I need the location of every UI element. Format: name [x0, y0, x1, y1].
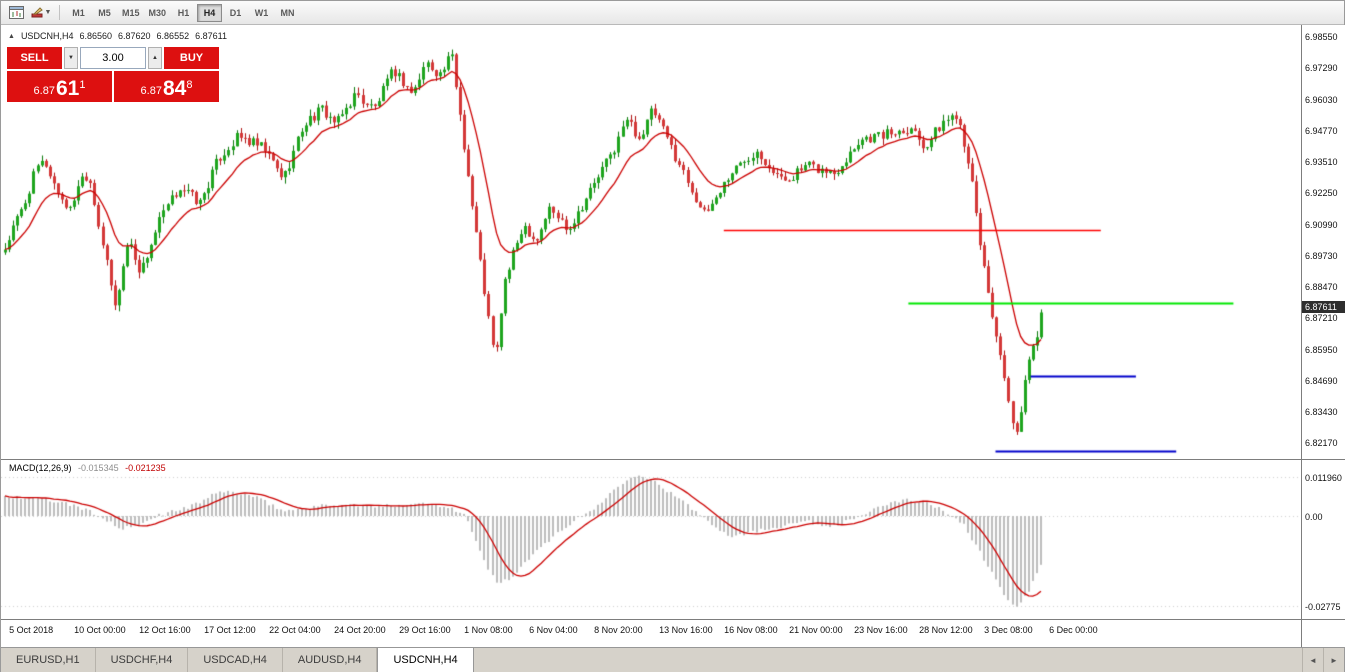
- time-axis-label: 6 Nov 04:00: [529, 625, 578, 635]
- buy-price-tile[interactable]: 6.87 84 8: [114, 71, 219, 102]
- price-axis-label: 6.98550: [1305, 32, 1338, 43]
- chart-window-icon-svg: [8, 6, 24, 19]
- price-axis-label: 6.87210: [1305, 313, 1338, 324]
- trade-panel-row-buttons: SELL ▼ 3.00 ▲ BUY: [7, 47, 219, 69]
- macd-header: MACD(12,26,9) -0.015345 -0.021235: [9, 463, 166, 473]
- tab-usdcad-h4[interactable]: USDCAD,H4: [188, 648, 283, 672]
- time-axis-label: 22 Oct 04:00: [269, 625, 321, 635]
- volume-increment-button[interactable]: ▲: [148, 47, 162, 69]
- chart-window-icon[interactable]: [4, 3, 28, 23]
- volume-input[interactable]: 3.00: [80, 47, 146, 69]
- chart-tab-bar: EURUSD,H1 USDCHF,H4 USDCAD,H4 AUDUSD,H4 USDC…: [1, 647, 1344, 672]
- macd-panel-divider[interactable]: [1, 459, 1345, 460]
- time-axis[interactable]: 5 Oct 2018 10 Oct 00:00 12 Oct 16:00 17 Oct…: [1, 619, 1301, 647]
- time-axis-label: 8 Nov 20:00: [594, 625, 643, 635]
- ohlc-high: 6.87620: [118, 31, 151, 41]
- time-axis-label: 6 Dec 00:00: [1049, 625, 1098, 635]
- time-axis-label: 10 Oct 00:00: [74, 625, 126, 635]
- tab-usdchf-h4[interactable]: USDCHF,H4: [96, 648, 189, 672]
- tab-eurusd-h1[interactable]: EURUSD,H1: [1, 648, 96, 672]
- sell-price-tile[interactable]: 6.87 61 1: [7, 71, 112, 102]
- time-axis-label: 29 Oct 16:00: [399, 625, 451, 635]
- sell-price-prefix: 6.87: [33, 85, 55, 97]
- time-axis-label: 12 Oct 16:00: [139, 625, 191, 635]
- macd-canvas[interactable]: [1, 459, 1301, 619]
- price-axis-label: 6.93510: [1305, 157, 1338, 168]
- tab-scroll-left-icon[interactable]: ◄: [1302, 648, 1323, 672]
- current-price-badge: 6.87611: [1302, 301, 1345, 314]
- price-axis-label: 6.82170: [1305, 438, 1338, 449]
- one-click-trading-panel: SELL ▼ 3.00 ▲ BUY 6.87 61 1 6.87 84 8: [7, 47, 219, 102]
- buy-button[interactable]: BUY: [164, 47, 219, 69]
- price-axis-label: 6.84690: [1305, 375, 1338, 386]
- buy-price-sup: 8: [186, 79, 193, 91]
- sell-price-sup: 1: [79, 79, 86, 91]
- price-axis-label: 6.90990: [1305, 219, 1338, 230]
- price-axis-label: 6.92250: [1305, 188, 1338, 199]
- price-axis[interactable]: 6.98550 6.97290 6.96030 6.94770 6.93510 6.922…: [1301, 25, 1345, 647]
- macd-axis-label: 0.00: [1305, 512, 1323, 523]
- time-axis-label: 24 Oct 20:00: [334, 625, 386, 635]
- symbol-label: USDCNH,H4: [20, 31, 74, 41]
- price-axis-label: 6.85950: [1305, 344, 1338, 355]
- toolbar-separator: [59, 5, 60, 20]
- time-axis-label: 13 Nov 16:00: [659, 625, 713, 635]
- time-axis-label: 21 Nov 00:00: [789, 625, 843, 635]
- macd-axis-label: -0.02775: [1305, 602, 1341, 613]
- price-axis-label: 6.96030: [1305, 94, 1338, 105]
- macd-axis-label: 0.011960: [1305, 473, 1342, 484]
- timeframe-h1[interactable]: H1: [177, 7, 190, 18]
- chart-tabs: EURUSD,H1 USDCHF,H4 USDCAD,H4 AUDUSD,H4 USDC…: [1, 648, 474, 672]
- tab-scroll-right-icon[interactable]: ►: [1323, 648, 1344, 672]
- tab-scroll-buttons: ◄ ►: [1302, 648, 1344, 672]
- top-toolbar: ▼ M1 M5 M15 M30 H1 H4 D1 W1 MN: [1, 1, 1344, 25]
- ohlc-low: 6.86552: [156, 31, 190, 41]
- price-axis-label: 6.97290: [1305, 63, 1338, 74]
- price-axis-label: 6.83430: [1305, 407, 1338, 418]
- timeframe-w1[interactable]: W1: [254, 7, 269, 18]
- one-click-toggle-icon[interactable]: ▲: [8, 32, 15, 40]
- timeframe-m5[interactable]: M5: [98, 7, 111, 18]
- time-axis-label: 23 Nov 16:00: [854, 625, 908, 635]
- volume-decrement-button[interactable]: ▼: [64, 47, 78, 69]
- price-axis-label: 6.94770: [1305, 125, 1338, 136]
- time-axis-label: 17 Oct 12:00: [204, 625, 256, 635]
- time-axis-label: 16 Nov 08:00: [724, 625, 778, 635]
- tab-usdcnh-h4[interactable]: USDCNH,H4: [377, 648, 474, 672]
- time-axis-label: 5 Oct 2018: [9, 625, 54, 635]
- timeframe-h4[interactable]: H4: [197, 3, 223, 22]
- timeframe-m15[interactable]: M15: [122, 7, 140, 18]
- time-axis-label: 28 Nov 12:00: [919, 625, 973, 635]
- timeframe-button-row: M1 M5 M15 M30 H1 H4 D1 W1 MN: [66, 3, 300, 22]
- ohlc-open: 6.86560: [79, 31, 112, 41]
- drawing-color-dropdown-icon[interactable]: ▼: [29, 3, 53, 23]
- pencil-icon: [31, 7, 43, 18]
- macd-signal-value: -0.021235: [125, 463, 166, 473]
- sell-price-big: 61: [55, 77, 80, 100]
- price-axis-label: 6.89730: [1305, 250, 1338, 261]
- trade-panel-row-prices: 6.87 61 1 6.87 84 8: [7, 71, 219, 102]
- chevron-down-icon: ▼: [44, 9, 52, 16]
- buy-price-prefix: 6.87: [140, 85, 162, 97]
- macd-label: MACD(12,26,9): [9, 463, 72, 473]
- time-axis-label: 1 Nov 08:00: [464, 625, 513, 635]
- timeframe-d1[interactable]: D1: [229, 7, 242, 18]
- time-axis-label: 3 Dec 08:00: [984, 625, 1033, 635]
- timeframe-m30[interactable]: M30: [148, 7, 167, 18]
- sell-button[interactable]: SELL: [7, 47, 62, 69]
- macd-main-value: -0.015345: [78, 463, 119, 473]
- tab-audusd-h4[interactable]: AUDUSD,H4: [283, 648, 378, 672]
- time-axis-divider: [1, 619, 1345, 620]
- chart-header: ▲ USDCNH,H4 6.86560 6.87620 6.86552 6.87…: [8, 31, 227, 41]
- buy-price-big: 84: [162, 77, 187, 100]
- timeframe-mn[interactable]: MN: [280, 7, 295, 18]
- timeframe-m1[interactable]: M1: [72, 7, 85, 18]
- ohlc-close: 6.87611: [195, 31, 227, 41]
- price-axis-label: 6.88470: [1305, 282, 1338, 293]
